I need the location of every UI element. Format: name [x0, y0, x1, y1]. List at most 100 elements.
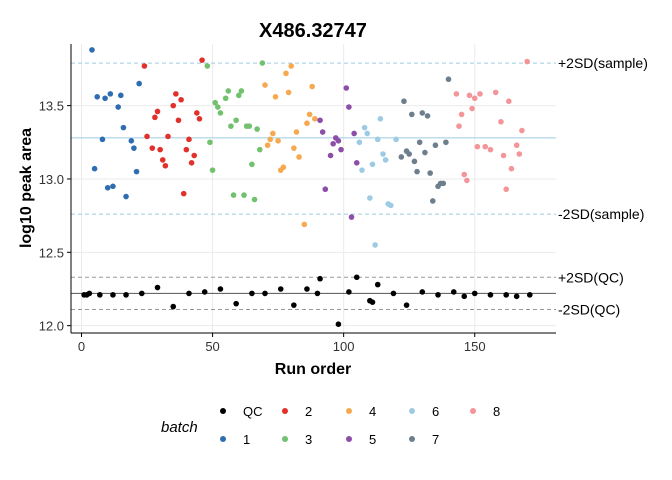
data-point-batch-QC: [110, 292, 116, 298]
data-point-batch-QC: [123, 292, 129, 298]
data-point-batch-QC: [249, 290, 255, 297]
data-point-batch-8: [524, 58, 530, 65]
data-point-batch-8: [487, 146, 494, 153]
legend-key-6: [409, 408, 415, 414]
y-tick-label: 12.0: [39, 319, 64, 334]
data-point-batch-1: [107, 91, 114, 97]
data-point-batch-4: [312, 116, 318, 122]
data-point-batch-2: [141, 63, 148, 69]
data-point-batch-7: [416, 139, 423, 146]
data-point-batch-4: [306, 111, 313, 118]
reference-line-label: +2SD(QC): [558, 269, 624, 285]
data-point-batch-7: [398, 154, 405, 160]
legend-label: 4: [369, 404, 376, 419]
data-point-batch-6: [377, 116, 384, 122]
data-point-batch-5: [327, 152, 334, 159]
data-point-batch-4: [283, 70, 289, 77]
data-point-batch-QC: [487, 292, 494, 298]
data-point-batch-3: [235, 92, 242, 99]
data-point-batch-5: [338, 146, 344, 153]
data-point-batch-4: [296, 154, 302, 160]
data-point-batch-4: [301, 221, 308, 228]
data-point-batch-4: [304, 120, 310, 127]
data-point-batch-2: [149, 145, 156, 151]
y-axis-label: log10 peak area: [18, 128, 35, 248]
data-point-batch-5: [322, 186, 329, 193]
data-point-batch-1: [102, 95, 108, 102]
data-point-batch-7: [445, 76, 452, 83]
data-point-batch-QC: [314, 290, 321, 297]
data-point-batch-3: [230, 192, 237, 198]
data-point-batch-7: [414, 168, 420, 175]
data-point-batch-5: [343, 85, 350, 91]
data-point-batch-QC: [233, 300, 239, 307]
y-tick-label: 13.0: [39, 172, 64, 187]
data-point-batch-2: [188, 160, 195, 166]
x-tick-label: 50: [205, 339, 219, 354]
data-point-batch-1: [136, 80, 142, 87]
data-point-batch-2: [183, 146, 190, 153]
data-point-batch-QC: [201, 289, 208, 295]
data-point-batch-2: [165, 133, 171, 140]
data-point-batch-3: [217, 110, 224, 116]
data-point-batch-2: [199, 57, 205, 63]
data-point-batch-3: [246, 123, 253, 129]
grid: [71, 44, 556, 333]
data-point-batch-7: [440, 180, 447, 187]
data-point-batch-6: [369, 161, 376, 168]
data-point-batch-5: [319, 129, 326, 135]
legend-label: 5: [369, 432, 376, 447]
data-point-batch-QC: [217, 286, 224, 292]
data-point-batch-QC: [170, 303, 177, 310]
data-point-batch-8: [516, 151, 523, 157]
data-point-batch-6: [382, 157, 389, 163]
data-point-batch-5: [346, 104, 352, 110]
data-point-batch-8: [469, 105, 475, 112]
data-point-batch-2: [186, 136, 192, 143]
data-point-batch-1: [110, 183, 116, 190]
data-point-batch-2: [162, 162, 169, 169]
data-point-batch-5: [330, 140, 336, 147]
data-point-batch-QC: [471, 290, 478, 297]
data-point-batch-3: [249, 161, 255, 168]
data-point-batch-6: [364, 130, 371, 137]
data-point-batch-QC: [186, 290, 192, 297]
chart-title: X486.32747: [259, 20, 367, 42]
data-point-batch-8: [471, 95, 478, 102]
data-point-batch-3: [225, 88, 232, 94]
legend-title: batch: [161, 419, 198, 436]
data-point-batch-2: [191, 152, 198, 159]
data-point-batch-QC: [86, 290, 93, 297]
y-tick-label: 13.5: [39, 99, 64, 114]
reference-lines: +2SD(sample) -2SD(sample) +2SD(QC) -2SD(QC): [71, 55, 648, 318]
data-point-batch-4: [262, 82, 268, 88]
data-point-batch-QC: [403, 302, 410, 308]
data-point-batch-1: [104, 184, 111, 191]
data-point-batch-1: [99, 136, 106, 143]
legend-key-3: [282, 436, 288, 442]
data-point-batch-5: [317, 117, 323, 124]
data-point-batch-8: [503, 186, 509, 193]
data-point-batch-4: [280, 164, 287, 171]
data-point-batch-2: [180, 190, 187, 197]
data-point-batch-1: [128, 138, 135, 144]
data-point-batch-6: [393, 136, 399, 143]
legend-key-QC: [220, 408, 226, 414]
data-point-batch-8: [508, 165, 515, 172]
data-point-batch-4: [267, 136, 274, 143]
data-point-batch-7: [443, 139, 449, 146]
data-point-batch-QC: [369, 299, 376, 305]
data-point-batch-3: [251, 196, 258, 203]
data-point-batch-5: [335, 138, 342, 144]
reference-line-label: -2SD(QC): [558, 302, 620, 318]
data-point-batch-2: [154, 108, 161, 115]
data-point-batch-QC: [277, 286, 284, 292]
data-point-batch-7: [427, 170, 433, 176]
data-point-batch-4: [285, 89, 292, 96]
data-point-batch-3: [233, 117, 239, 124]
legend-key-7: [409, 436, 415, 442]
data-point-batch-7: [409, 111, 415, 118]
data-point-batch-8: [458, 111, 465, 118]
data-point-batch-QC: [503, 292, 509, 298]
